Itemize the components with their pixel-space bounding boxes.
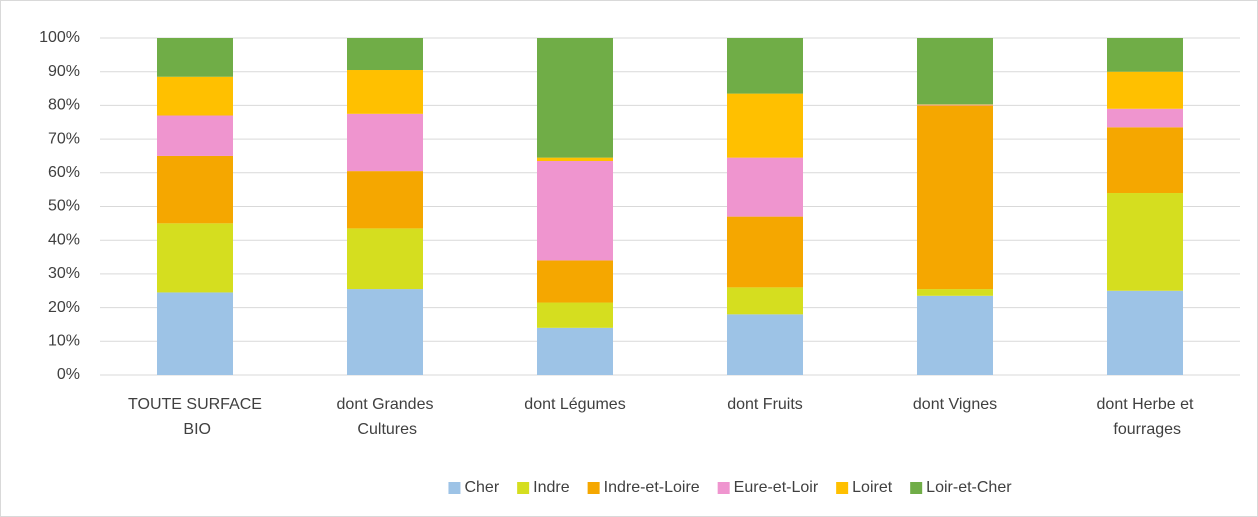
bar-segment: [157, 76, 233, 116]
bar-segment: [537, 38, 613, 158]
y-tick-label: 60%: [48, 164, 80, 181]
legend-swatch: [587, 482, 600, 494]
y-tick-label: 80%: [48, 97, 80, 114]
bar-segment: [727, 216, 803, 288]
bar-segment: [727, 287, 803, 315]
legend: Cher Indre Indre-et-Loire Eure-et-Loir Loire…: [448, 479, 1012, 496]
legend-swatch: [448, 482, 461, 494]
bar-segment: [347, 228, 423, 290]
bar-segment: [157, 155, 233, 224]
y-tick-label: 100%: [39, 29, 80, 46]
bar-segment: [537, 161, 613, 261]
bar-segment: [537, 157, 613, 162]
x-tick-label: dont Grandes Cultures: [337, 396, 434, 438]
bar-segment: [347, 289, 423, 375]
bar-segment: [1107, 193, 1183, 291]
bar-segment: [347, 171, 423, 229]
bar-segment: [727, 93, 803, 158]
y-tick-label: 0%: [57, 366, 80, 383]
legend-label: Indre-et-Loire: [604, 479, 700, 496]
legend-swatch: [717, 482, 730, 494]
bar-segment: [1107, 290, 1183, 375]
bar-segment: [727, 157, 803, 217]
y-tick-label: 10%: [48, 333, 80, 350]
x-tick-label: dont Légumes: [524, 396, 625, 413]
bar-segment: [157, 38, 233, 77]
x-tick-label: dont Herbe et fourrages: [1097, 396, 1195, 438]
bar-segment: [157, 223, 233, 293]
y-tick-label: 30%: [48, 265, 80, 282]
legend-label: Loir-et-Cher: [926, 479, 1012, 496]
y-tick-label: 90%: [48, 63, 80, 80]
legend-swatch: [836, 482, 849, 494]
bar-segment: [1107, 127, 1183, 194]
bar-segment: [157, 292, 233, 375]
bar-segment: [347, 38, 423, 71]
legend-label: Eure-et-Loir: [734, 479, 819, 496]
bar-segment: [727, 38, 803, 94]
x-tick-label: TOUTE SURFACE BIO: [128, 396, 262, 438]
bar-segment: [727, 314, 803, 375]
bar-segment: [537, 327, 613, 375]
legend-swatch: [517, 482, 530, 494]
bar-segment: [917, 295, 993, 375]
y-tick-label: 40%: [48, 231, 80, 248]
x-tick-label: dont Fruits: [727, 396, 803, 413]
bar-segment: [537, 302, 613, 328]
y-tick-label: 20%: [48, 299, 80, 316]
legend-label: Cher: [464, 479, 499, 496]
legend-label: Loiret: [852, 479, 893, 496]
bar-segment: [157, 115, 233, 156]
bar-segment: [347, 70, 423, 114]
bar-segment: [537, 260, 613, 303]
bar-segment: [917, 104, 993, 106]
bar-segment: [347, 113, 423, 172]
legend-swatch: [910, 482, 923, 494]
bar-segment: [917, 289, 993, 296]
bar-segment: [1107, 38, 1183, 72]
y-tick-label: 70%: [48, 130, 80, 147]
legend-label: Indre: [533, 479, 570, 496]
y-tick-label: 50%: [48, 198, 80, 215]
bar-segment: [1107, 108, 1183, 128]
bar-segment: [1107, 71, 1183, 109]
bar-segment: [917, 38, 993, 105]
x-tick-label: dont Vignes: [913, 396, 997, 413]
bar-segment: [917, 105, 993, 290]
